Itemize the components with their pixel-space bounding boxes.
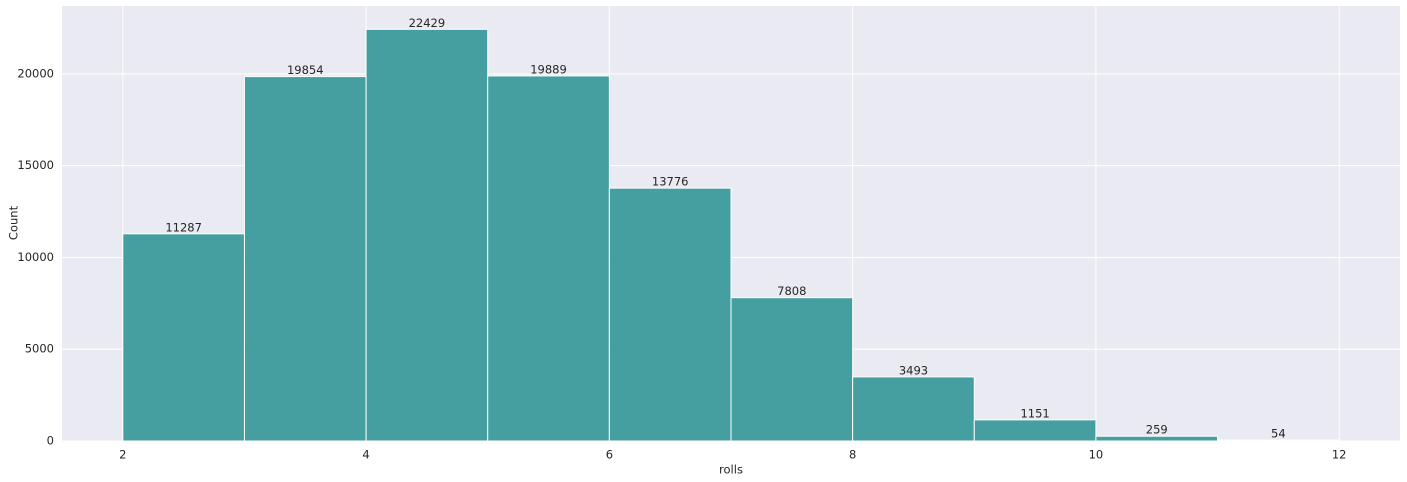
y-tick-label: 0 — [47, 434, 54, 448]
x-tick-label: 4 — [362, 448, 369, 462]
x-axis-label: rolls — [719, 463, 743, 477]
y-tick-label: 5000 — [25, 342, 54, 356]
data-label: 259 — [1146, 423, 1168, 437]
x-tick-label: 2 — [119, 448, 126, 462]
bar — [730, 297, 854, 442]
x-tick-label: 8 — [849, 448, 856, 462]
data-label: 7808 — [777, 284, 806, 298]
y-tick-label: 10000 — [17, 250, 54, 264]
data-label: 1151 — [1020, 406, 1049, 420]
data-label: 19889 — [530, 62, 567, 76]
data-label: 11287 — [165, 220, 202, 234]
bar — [608, 187, 732, 442]
bar — [487, 75, 610, 442]
x-tick-label: 10 — [1089, 448, 1104, 462]
data-label: 54 — [1271, 427, 1286, 441]
bar — [1217, 439, 1340, 442]
x-tick-label: 12 — [1332, 448, 1347, 462]
x-tick-label: 6 — [606, 448, 613, 462]
bar — [122, 233, 245, 442]
data-label: 3493 — [899, 363, 928, 377]
y-tick-label: 15000 — [17, 158, 54, 172]
bar — [365, 28, 489, 442]
data-label: 22429 — [409, 16, 446, 30]
data-label: 19854 — [287, 63, 324, 77]
bar — [243, 76, 367, 442]
bar — [1095, 435, 1219, 442]
y-axis-label: Count — [7, 205, 21, 240]
y-tick-label: 20000 — [17, 66, 54, 80]
bar — [973, 419, 1097, 442]
bar — [852, 376, 975, 442]
data-label: 13776 — [652, 175, 689, 189]
